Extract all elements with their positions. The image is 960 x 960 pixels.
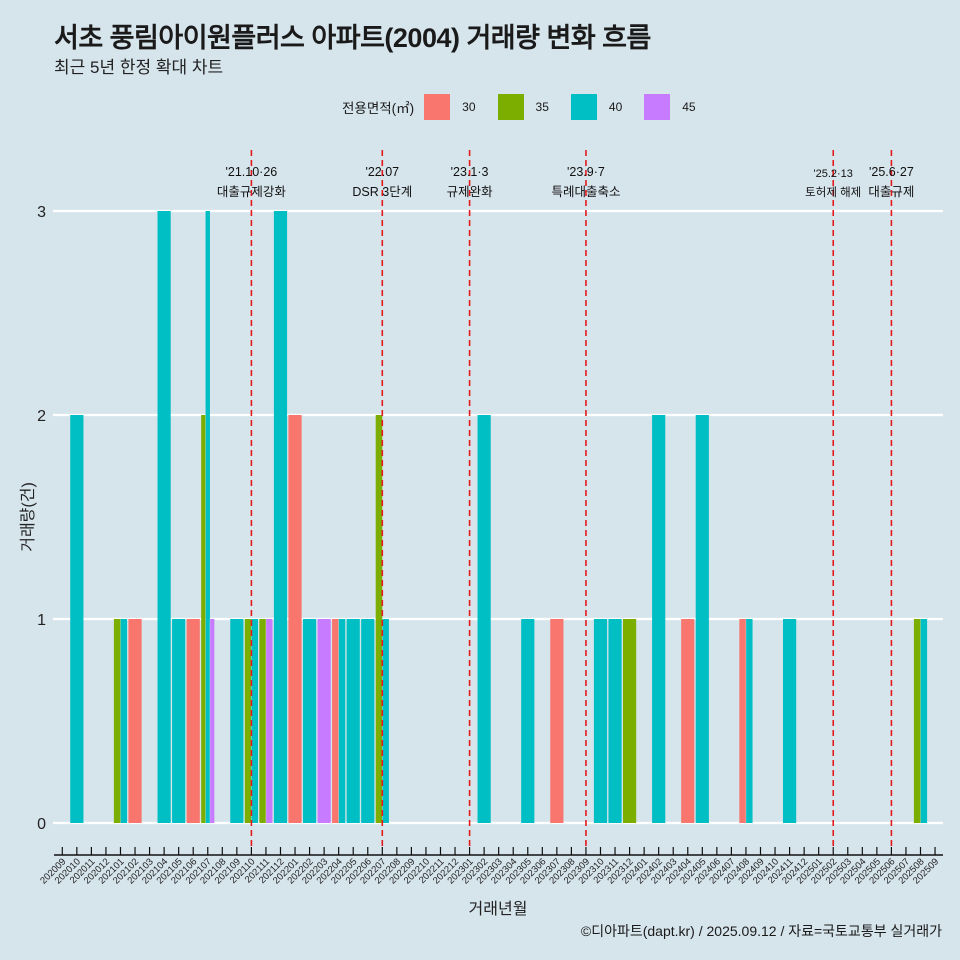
bar-202111-45 bbox=[265, 619, 273, 823]
legend-key-30 bbox=[424, 94, 451, 120]
bar-202310-40 bbox=[593, 619, 608, 823]
x-axis-label: 거래년월 bbox=[469, 900, 528, 918]
event-label: 특례대출축소 bbox=[551, 185, 620, 199]
bar-202203-45 bbox=[317, 619, 331, 823]
legend: 전용면적(㎡) 30 35 40 45 bbox=[342, 93, 718, 121]
bar-202508-35 bbox=[913, 619, 921, 823]
bar-202508-40 bbox=[920, 619, 928, 823]
annotations: '21.10·26 대출규제강화 '22.07 DSR 3단계 '23.1·3 규제완화 '… bbox=[217, 150, 914, 850]
bar-202109-40 bbox=[230, 619, 244, 823]
event-label: 대출규제강화 bbox=[217, 185, 287, 199]
legend-title: 전용면적(㎡) bbox=[342, 101, 415, 116]
bar-202101-35 bbox=[113, 619, 121, 823]
chart-title: 서초 풍림아이원플러스 아파트(2004) 거래량 변화 흐름 bbox=[54, 23, 651, 53]
legend-label-45: 45 bbox=[682, 100, 696, 114]
bar-202101-40 bbox=[120, 619, 128, 823]
bar-202405-40 bbox=[695, 415, 709, 823]
bar-202205-40 bbox=[346, 619, 360, 823]
legend-label-40: 40 bbox=[608, 100, 623, 114]
bar-202408-40 bbox=[745, 619, 753, 823]
event-date: '22.07 bbox=[365, 165, 399, 179]
bar-202104-40 bbox=[157, 211, 171, 823]
bar-202302-40 bbox=[477, 415, 491, 823]
legend-key-35 bbox=[497, 94, 524, 120]
bar-202110-40 bbox=[251, 619, 258, 823]
event-date: '25.2·13 bbox=[814, 168, 853, 180]
bar-202206-40 bbox=[361, 619, 375, 823]
bar-202010-40 bbox=[70, 415, 84, 823]
event-date: '25.6·27 bbox=[869, 165, 914, 179]
event-label: 규제완화 bbox=[447, 185, 494, 199]
grid-lines bbox=[53, 209, 943, 825]
chart-subtitle: 최근 5년 한정 확대 차트 bbox=[54, 58, 224, 77]
bar-202201-30 bbox=[288, 415, 302, 823]
bar-202305-40 bbox=[521, 619, 535, 823]
event-label: DSR 3단계 bbox=[352, 185, 412, 199]
event-label: 대출규제 bbox=[868, 185, 914, 199]
legend-key-45 bbox=[644, 94, 671, 120]
bar-202107-45 bbox=[209, 619, 215, 823]
event-label: 토허제 해제 bbox=[805, 186, 861, 199]
event-date: '23.1·3 bbox=[451, 165, 489, 179]
bar-202107-40 bbox=[205, 211, 210, 823]
bar-202102-30 bbox=[128, 619, 142, 823]
legend-label-30: 30 bbox=[462, 100, 476, 114]
bars bbox=[70, 211, 928, 823]
bar-202207-35 bbox=[375, 415, 383, 823]
bar-202204-30 bbox=[332, 619, 339, 823]
y-axis-label: 거래량(건) bbox=[19, 482, 37, 552]
source-caption: ©디아파트(dapt.kr) / 2025.09.12 / 자료=국토교통부 실… bbox=[580, 923, 942, 939]
legend-key-40 bbox=[570, 94, 597, 120]
bar-202404-30 bbox=[681, 619, 695, 823]
bar-202312-35 bbox=[622, 619, 637, 823]
bar-202402-40 bbox=[652, 415, 666, 823]
bar-202411-40 bbox=[782, 619, 797, 823]
bar-202110-35 bbox=[244, 619, 252, 823]
bar-202105-40 bbox=[172, 619, 186, 823]
bar-202204-40 bbox=[338, 619, 346, 823]
bar-202311-40 bbox=[608, 619, 622, 823]
bar-202207-40 bbox=[382, 619, 389, 823]
bar-202408-30 bbox=[739, 619, 746, 823]
bar-202112-40 bbox=[273, 211, 288, 823]
event-date: '21.10·26 bbox=[226, 165, 278, 179]
legend-label-35: 35 bbox=[535, 100, 549, 114]
event-date: '23.9·7 bbox=[567, 165, 605, 179]
y-tick-label: 3 bbox=[37, 204, 46, 221]
bar-202106-30 bbox=[186, 619, 200, 823]
bar-202202-40 bbox=[302, 619, 317, 823]
bar-202111-35 bbox=[259, 619, 266, 823]
bar-202307-30 bbox=[550, 619, 564, 823]
bar-202107-35 bbox=[201, 415, 206, 823]
y-tick-label: 2 bbox=[37, 408, 46, 425]
y-tick-label: 1 bbox=[37, 612, 46, 629]
y-tick-label: 0 bbox=[37, 816, 46, 833]
